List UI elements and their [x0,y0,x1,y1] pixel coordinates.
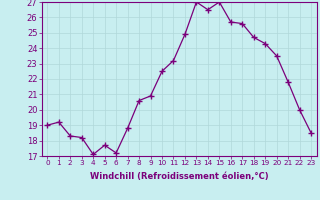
X-axis label: Windchill (Refroidissement éolien,°C): Windchill (Refroidissement éolien,°C) [90,172,268,181]
